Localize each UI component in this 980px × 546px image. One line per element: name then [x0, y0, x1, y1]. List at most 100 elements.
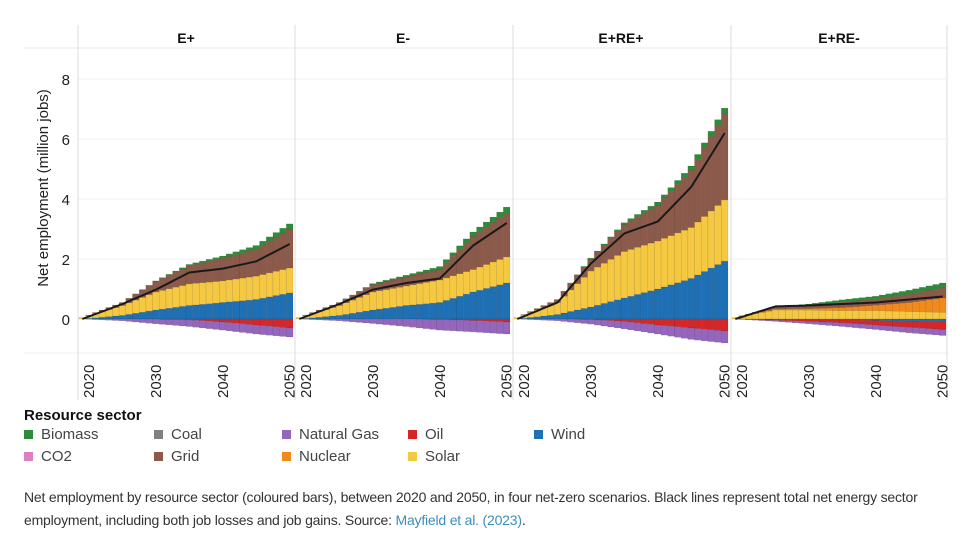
bar-segment-oil	[812, 319, 820, 322]
bar-segment-biomass	[483, 221, 491, 228]
bar-segment-wind	[714, 264, 722, 320]
bar-segment-wind	[600, 303, 608, 320]
bar-segment-oil	[818, 319, 826, 323]
bar-segment-solar	[858, 310, 866, 320]
bar-segment-wind	[449, 298, 457, 320]
bar-segment-oil	[660, 318, 669, 326]
bar-segment-natural-gas	[680, 327, 689, 339]
bar-segment-grid	[192, 264, 200, 284]
bar-segment-biomass	[687, 165, 695, 171]
bar-segment-biomass	[660, 194, 669, 199]
bar-segment-wind	[409, 304, 417, 320]
bar-segment-solar	[245, 276, 254, 301]
bar-segment-wind	[442, 300, 451, 320]
bar-segment-natural-gas	[798, 320, 806, 324]
bar-segment-solar	[580, 277, 588, 309]
bar-segment-natural-gas	[805, 321, 813, 324]
legend-label: Solar	[425, 448, 461, 465]
bar-segment-oil	[627, 318, 635, 323]
bar-segment-natural-gas	[600, 320, 608, 327]
bar-segment-natural-gas	[389, 318, 397, 326]
bar-segment-natural-gas	[309, 318, 317, 320]
bar-segment-wind	[266, 296, 274, 320]
legend-item-coal: Coal	[154, 426, 202, 443]
bar-segment-natural-gas	[219, 321, 227, 331]
y-tick-label: 0	[62, 312, 70, 329]
bar-segment-oil	[939, 321, 947, 330]
bar-segment-grid	[647, 208, 655, 244]
bar-segment-nuclear	[892, 303, 900, 312]
bar-segment-oil	[919, 321, 927, 329]
bar-segment-oil	[205, 318, 213, 322]
bar-segment-wind	[607, 301, 615, 320]
legend-item-biomass: Biomass	[24, 426, 99, 443]
bar-segment-wind	[118, 315, 127, 320]
bar-segment-wind	[483, 288, 491, 320]
bar-segment-natural-gas	[758, 319, 766, 321]
bar-segment-natural-gas	[898, 326, 907, 333]
bar-segment-natural-gas	[721, 330, 729, 344]
x-tick-label: 2040	[868, 365, 885, 398]
bar-segment-oil	[885, 320, 893, 327]
bar-segment-natural-gas	[98, 318, 106, 321]
bar-segment-biomass	[152, 280, 160, 282]
bar-segment-natural-gas	[778, 320, 786, 323]
bar-segment-nuclear	[832, 307, 840, 311]
bar-segment-solar	[872, 310, 880, 320]
bar-segment-natural-gas	[138, 318, 147, 323]
bar-segment-solar	[376, 290, 384, 310]
bar-segment-grid	[701, 147, 709, 217]
bar-segment-natural-gas	[145, 319, 153, 324]
bar-segment-biomass	[654, 201, 662, 206]
legend-label: Wind	[551, 426, 586, 443]
bar-segment-biomass	[892, 292, 900, 297]
source-link[interactable]: Mayfield et al. (2023)	[395, 512, 522, 528]
bar-segment-biomass	[442, 259, 451, 264]
bar-segment-natural-gas	[476, 320, 484, 333]
bar-segment-natural-gas	[812, 321, 820, 325]
bar-segment-oil	[912, 321, 920, 329]
bar-segment-oil	[707, 318, 715, 331]
bar-segment-oil	[647, 318, 655, 325]
bar-segment-oil	[239, 318, 247, 325]
bar-segment-solar	[349, 299, 357, 314]
bar-segment-natural-gas	[925, 328, 933, 335]
bar-segment-natural-gas	[402, 318, 410, 327]
bar-segment-wind	[462, 293, 471, 320]
total-employment-line	[735, 295, 943, 320]
bar-segment-natural-gas	[212, 321, 220, 330]
bar-segment-biomass	[614, 229, 622, 232]
bar-segment-wind	[932, 318, 940, 323]
bar-segment-solar	[660, 238, 669, 288]
bar-segment-biomass	[362, 287, 370, 289]
bar-segment-biomass	[449, 252, 457, 257]
bar-segment-biomass	[674, 180, 682, 185]
bar-segment-oil	[469, 318, 477, 321]
bar-segment-natural-gas	[503, 321, 511, 335]
bar-segment-natural-gas	[266, 326, 274, 336]
bar-segment-grid	[266, 240, 274, 274]
bar-segment-solar	[252, 275, 260, 300]
bar-segment-grid	[694, 159, 702, 223]
bar-segment-solar	[483, 264, 491, 289]
bar-segment-natural-gas	[825, 322, 833, 326]
bar-segment-biomass	[436, 266, 444, 270]
legend-swatch	[24, 452, 33, 461]
bar-segment-oil	[225, 318, 234, 323]
bar-segment-biomass	[179, 267, 187, 270]
bar-segment-oil	[852, 319, 860, 324]
bar-segment-nuclear	[939, 297, 947, 313]
bar-segment-natural-gas	[553, 318, 562, 321]
bar-segment-solar	[852, 310, 860, 320]
bar-segment-solar	[640, 244, 648, 293]
facet-panel-eminus: E- 2020 2030 2040 2050	[294, 25, 516, 400]
bar-segment-solar	[112, 307, 120, 317]
bar-segment-solar	[462, 271, 471, 295]
bar-segment-wind	[614, 299, 622, 320]
bar-segment-wind	[132, 313, 140, 320]
bar-segment-solar	[402, 285, 410, 306]
bar-segment-solar	[925, 311, 933, 320]
bar-segment-solar	[159, 290, 167, 310]
bar-segment-solar	[118, 305, 127, 316]
bar-segment-solar	[614, 255, 622, 300]
